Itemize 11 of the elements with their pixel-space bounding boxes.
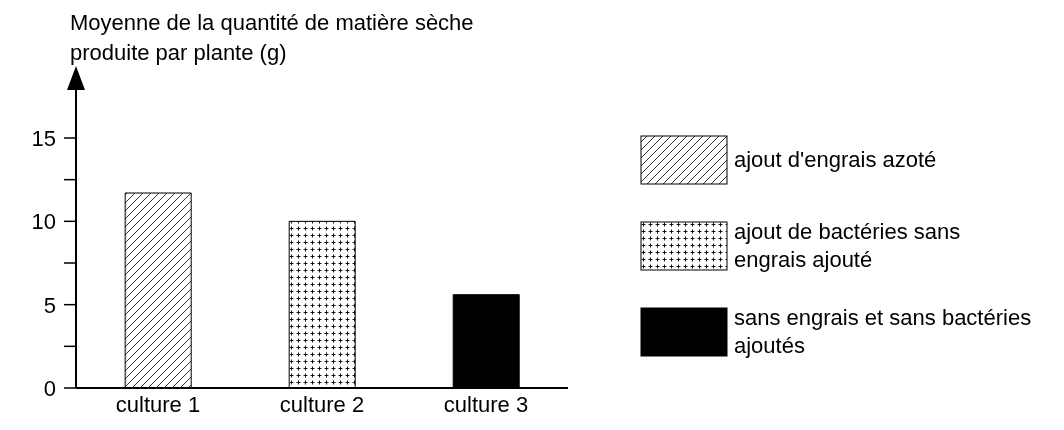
x-tick-label: culture 2	[279, 391, 365, 417]
legend-label: ajout d'engrais azoté	[734, 146, 938, 174]
x-tick-label: culture 1	[115, 391, 201, 417]
y-tick-label: 15	[31, 126, 56, 151]
legend-label: ajout de bactéries sans engrais ajouté	[734, 218, 962, 274]
y-tick-label: 10	[31, 209, 56, 235]
y-axis-title: Moyenne de la quantité de matière sèche produite par plante (g)	[70, 9, 475, 67]
legend-label: sans engrais et sans bactéries ajoutés	[734, 304, 1033, 360]
x-tick-label: culture 3	[443, 391, 529, 417]
y-tick-label: 0	[43, 376, 56, 401]
y-tick-label: 5	[43, 292, 56, 318]
